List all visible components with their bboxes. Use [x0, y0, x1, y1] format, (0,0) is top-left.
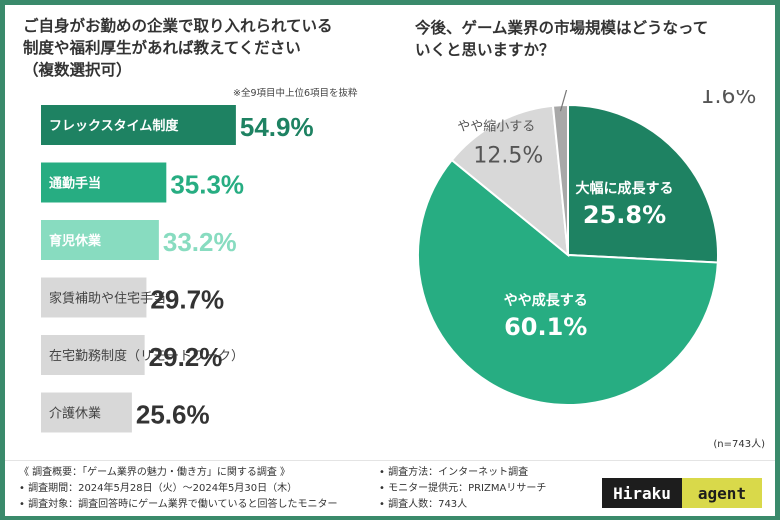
bar-value-label: 54.9% — [240, 112, 314, 142]
logo-text-agent: agent — [682, 478, 762, 508]
bar-value-label: 25.6% — [136, 400, 210, 430]
pie-slice-label: やや縮小する — [457, 119, 535, 135]
hiraku-agent-logo: Hiraku agent — [602, 478, 762, 508]
right-question-line1: 今後、ゲーム業界の市場規模はどうなって — [415, 19, 709, 37]
pie-slice-label: やや成長する — [504, 292, 588, 309]
bar-2 — [41, 162, 167, 203]
bar-category-label: フレックスタイム制度 — [49, 118, 179, 134]
footer-overview: 《 調査概要：「ゲーム業界の魅力・働き方」に関する調査 》 — [19, 467, 291, 478]
pie-slice-3 — [450, 104, 570, 258]
bar-category-label: 通勤手当 — [49, 176, 101, 192]
pie-value-label: 60.1% — [504, 313, 587, 341]
excerpt-note: ※全9項目中上位6項目を抜粋 — [233, 88, 358, 99]
survey-card: ご自身がお勤めの企業で取り入れられている 制度や福利厚生があれば教えてください … — [5, 5, 775, 460]
logo-text-hiraku: Hiraku — [613, 483, 671, 503]
bar-value-label: 33.2% — [163, 227, 237, 257]
infographic-frame: ご自身がお勤めの企業で取り入れられている 制度や福利厚生があれば教えてください … — [5, 5, 775, 516]
bar-category-label: 家賃補助や住宅手当 — [49, 291, 166, 307]
left-question-line3: （複数選択可） — [23, 61, 132, 79]
pie-slice-4 — [551, 103, 569, 256]
sample-size-note: (n=743人) — [713, 439, 765, 450]
pie-value-label: 25.8% — [583, 201, 666, 229]
bar-3 — [41, 220, 159, 260]
bar-value-label: 29.7% — [150, 285, 224, 315]
bar-4 — [41, 277, 147, 318]
footer-count: • 調査人数：743人 — [379, 499, 468, 510]
footer-method: • 調査方法：インターネット調査 — [379, 467, 529, 478]
bar-category-label: 介護休業 — [49, 406, 101, 422]
pie-chart: 大幅に成長する25.8%やや成長する60.1%やや縮小する12.5%大幅に縮小す… — [417, 90, 757, 406]
left-question-line2: 制度や福利厚生があれば教えてください — [23, 39, 301, 57]
pie-leader-line — [559, 90, 568, 112]
right-question-line2: いくと思いますか？ — [415, 41, 555, 59]
pie-slice-label: 大幅に成長する — [576, 180, 674, 197]
pie-slice-1 — [567, 103, 719, 264]
bar-value-label: 35.3% — [170, 170, 244, 200]
footer-period: • 調査期間：2024年5月28日（火）〜2024年5月30日（木） — [19, 483, 298, 494]
bar-category-label: 在宅勤務制度（リモートワーク） — [49, 348, 244, 364]
left-question-title: ご自身がお勤めの企業で取り入れられている 制度や福利厚生があれば教えてください … — [23, 15, 393, 81]
bar-category-label: 育児休業 — [49, 233, 102, 249]
pie-value-label: 1.6% — [701, 90, 757, 109]
footer-target: • 調査対象：調査回答時にゲーム業界で働いていると回答したモニター — [19, 499, 338, 510]
bar-6 — [41, 392, 132, 433]
footer-provider: • モニター提供元：PRIZMAリサーチ — [379, 483, 547, 494]
bar-5 — [41, 335, 145, 375]
left-question-line1: ご自身がお勤めの企業で取り入れられている — [23, 17, 333, 35]
pie-slice-2 — [417, 158, 719, 406]
right-question-title: 今後、ゲーム業界の市場規模はどうなって いくと思いますか？ — [415, 17, 765, 61]
bar-value-label: 29.2% — [149, 342, 223, 372]
pie-value-label: 12.5% — [473, 144, 543, 169]
bar-1 — [41, 105, 236, 145]
bar-chart: フレックスタイム制度 54.9% 通勤手当 35.3% 育児休業 33.2% 家賃補助や住宅… — [41, 105, 314, 433]
